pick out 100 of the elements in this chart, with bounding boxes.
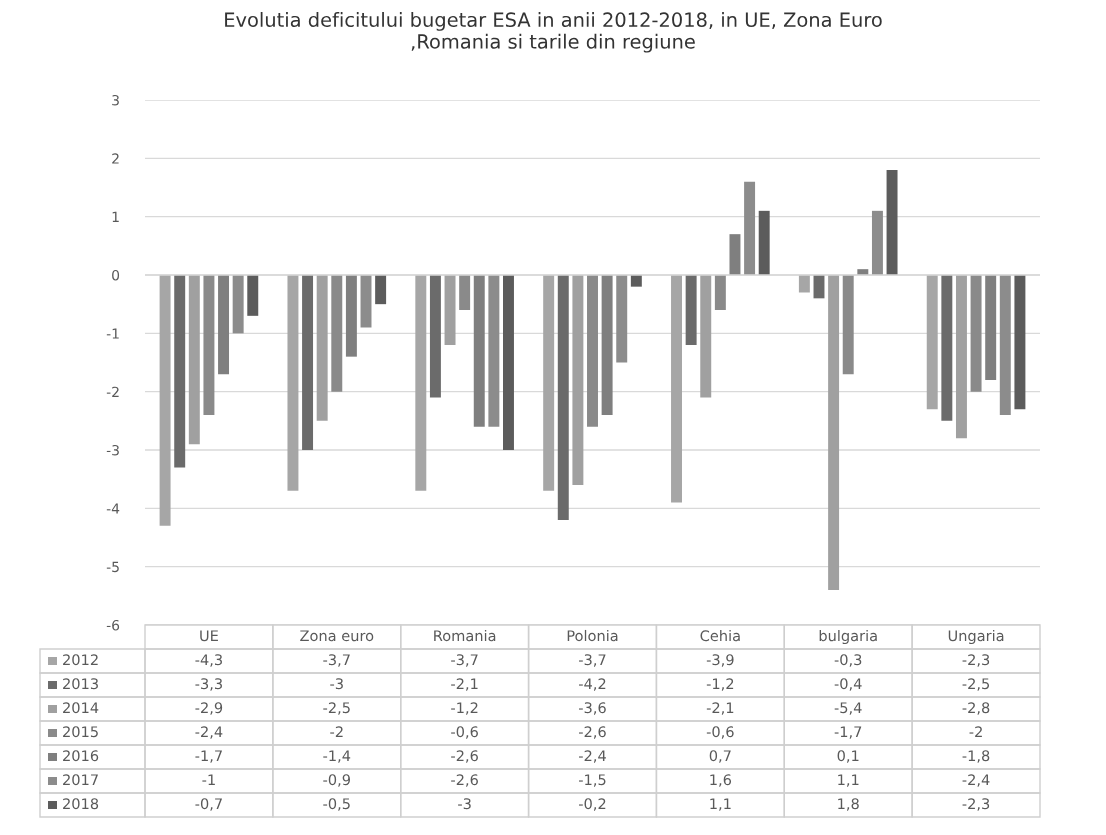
data-label: -3,6 xyxy=(578,702,606,715)
legend-label: 2014 xyxy=(63,702,99,714)
data-label: -0,4 xyxy=(834,678,862,691)
data-label: -2,6 xyxy=(578,726,606,739)
data-label: -2,4 xyxy=(195,726,223,739)
data-label: -0,7 xyxy=(195,798,222,811)
bar xyxy=(360,275,372,328)
data-label: -2,1 xyxy=(706,702,734,715)
x-tick-label: bulgaria xyxy=(819,629,877,645)
bar xyxy=(572,275,584,485)
bar xyxy=(685,275,697,345)
bar xyxy=(630,275,642,287)
bar xyxy=(159,275,171,526)
data-label: 1,6 xyxy=(710,774,732,787)
data-label: -4,2 xyxy=(578,678,606,691)
data-label: 1,8 xyxy=(838,798,859,811)
bar xyxy=(375,275,387,305)
bar xyxy=(985,275,997,380)
y-tick-label: -6 xyxy=(106,619,120,631)
bar xyxy=(232,275,244,334)
y-tick-label: -1 xyxy=(106,328,119,339)
data-label: -2,4 xyxy=(578,750,606,763)
data-label: -1,7 xyxy=(195,750,222,763)
bar xyxy=(601,275,613,415)
y-tick-label: -5 xyxy=(106,561,119,573)
x-tick-label: Ungaria xyxy=(948,629,1004,645)
bar xyxy=(247,275,259,316)
bar xyxy=(999,275,1011,415)
bar xyxy=(429,275,441,398)
data-label: -2,8 xyxy=(962,702,990,715)
data-label: -3,9 xyxy=(706,654,734,667)
y-tick-label: 0 xyxy=(112,269,120,281)
bar xyxy=(488,275,500,427)
data-label: -2 xyxy=(330,726,343,738)
data-label: -1,7 xyxy=(834,726,862,739)
bar xyxy=(218,275,230,375)
y-tick-label: 2 xyxy=(112,153,119,164)
bar xyxy=(714,275,726,310)
data-label: -0,6 xyxy=(451,726,478,739)
bar xyxy=(729,234,741,275)
data-label: -0,5 xyxy=(323,798,350,811)
bar xyxy=(503,275,514,450)
data-label: -3 xyxy=(330,678,343,690)
x-tick-label: Romania xyxy=(434,629,496,642)
bar xyxy=(331,275,343,392)
y-tick-label: 1 xyxy=(112,211,119,222)
data-label: -3,7 xyxy=(578,654,606,667)
data-label: -1,4 xyxy=(323,750,351,763)
legend-label: 2015 xyxy=(63,726,98,738)
data-label: -1,5 xyxy=(578,774,606,787)
bar xyxy=(955,275,967,439)
data-label: -4,3 xyxy=(195,654,222,667)
bar xyxy=(459,275,471,310)
bar xyxy=(671,275,682,503)
data-label: 1,1 xyxy=(710,798,731,811)
bar xyxy=(926,275,938,410)
data-label: 1,1 xyxy=(838,774,859,787)
bar xyxy=(758,210,770,275)
bar xyxy=(941,275,953,421)
bar xyxy=(174,275,186,468)
data-label: -3,7 xyxy=(451,654,478,667)
data-label: -5,4 xyxy=(834,702,862,715)
data-label: -0,2 xyxy=(578,798,606,811)
bar xyxy=(886,170,898,275)
data-label: -3 xyxy=(458,798,471,810)
chart-title: Evolutia deficitului bugetar ESA in anii 2012-2018, in UE, Zona Euro ,Romania si tarile din regiune xyxy=(225,12,882,53)
legend-label: 2012 xyxy=(63,654,98,666)
bar xyxy=(302,275,314,450)
data-label: -0,6 xyxy=(706,726,734,739)
data-label: -3,3 xyxy=(195,678,222,691)
data-label: -2,6 xyxy=(451,750,478,763)
data-label: -3,7 xyxy=(323,654,350,667)
bar xyxy=(188,275,200,445)
data-label: -2,1 xyxy=(451,678,478,691)
x-tick-label: Polonia xyxy=(567,629,618,642)
bar xyxy=(700,275,712,398)
data-label: 0,7 xyxy=(709,750,731,763)
bar xyxy=(316,275,328,421)
x-tick-label: Zona euro xyxy=(300,630,374,642)
data-label: -2,3 xyxy=(962,654,990,667)
bar xyxy=(203,275,215,415)
data-label: 0,1 xyxy=(837,750,859,763)
bar xyxy=(587,275,598,427)
bar xyxy=(1014,275,1026,410)
data-label: -2,5 xyxy=(323,702,350,715)
data-label: -2,6 xyxy=(451,774,478,787)
data-label: -2,5 xyxy=(962,678,990,691)
y-tick-label: -2 xyxy=(106,386,119,397)
bar xyxy=(345,275,357,357)
x-tick-label: Cehia xyxy=(700,629,740,642)
bar xyxy=(842,275,854,375)
bar xyxy=(871,210,883,275)
legend-label: 2016 xyxy=(63,750,99,762)
legend-label: 2018 xyxy=(63,798,99,810)
x-tick-label: UE xyxy=(200,630,218,642)
y-tick-label: -3 xyxy=(106,444,119,456)
data-label: -0,9 xyxy=(323,774,350,787)
bar xyxy=(415,275,427,491)
data-label: -2 xyxy=(969,726,982,738)
bar xyxy=(287,275,299,491)
